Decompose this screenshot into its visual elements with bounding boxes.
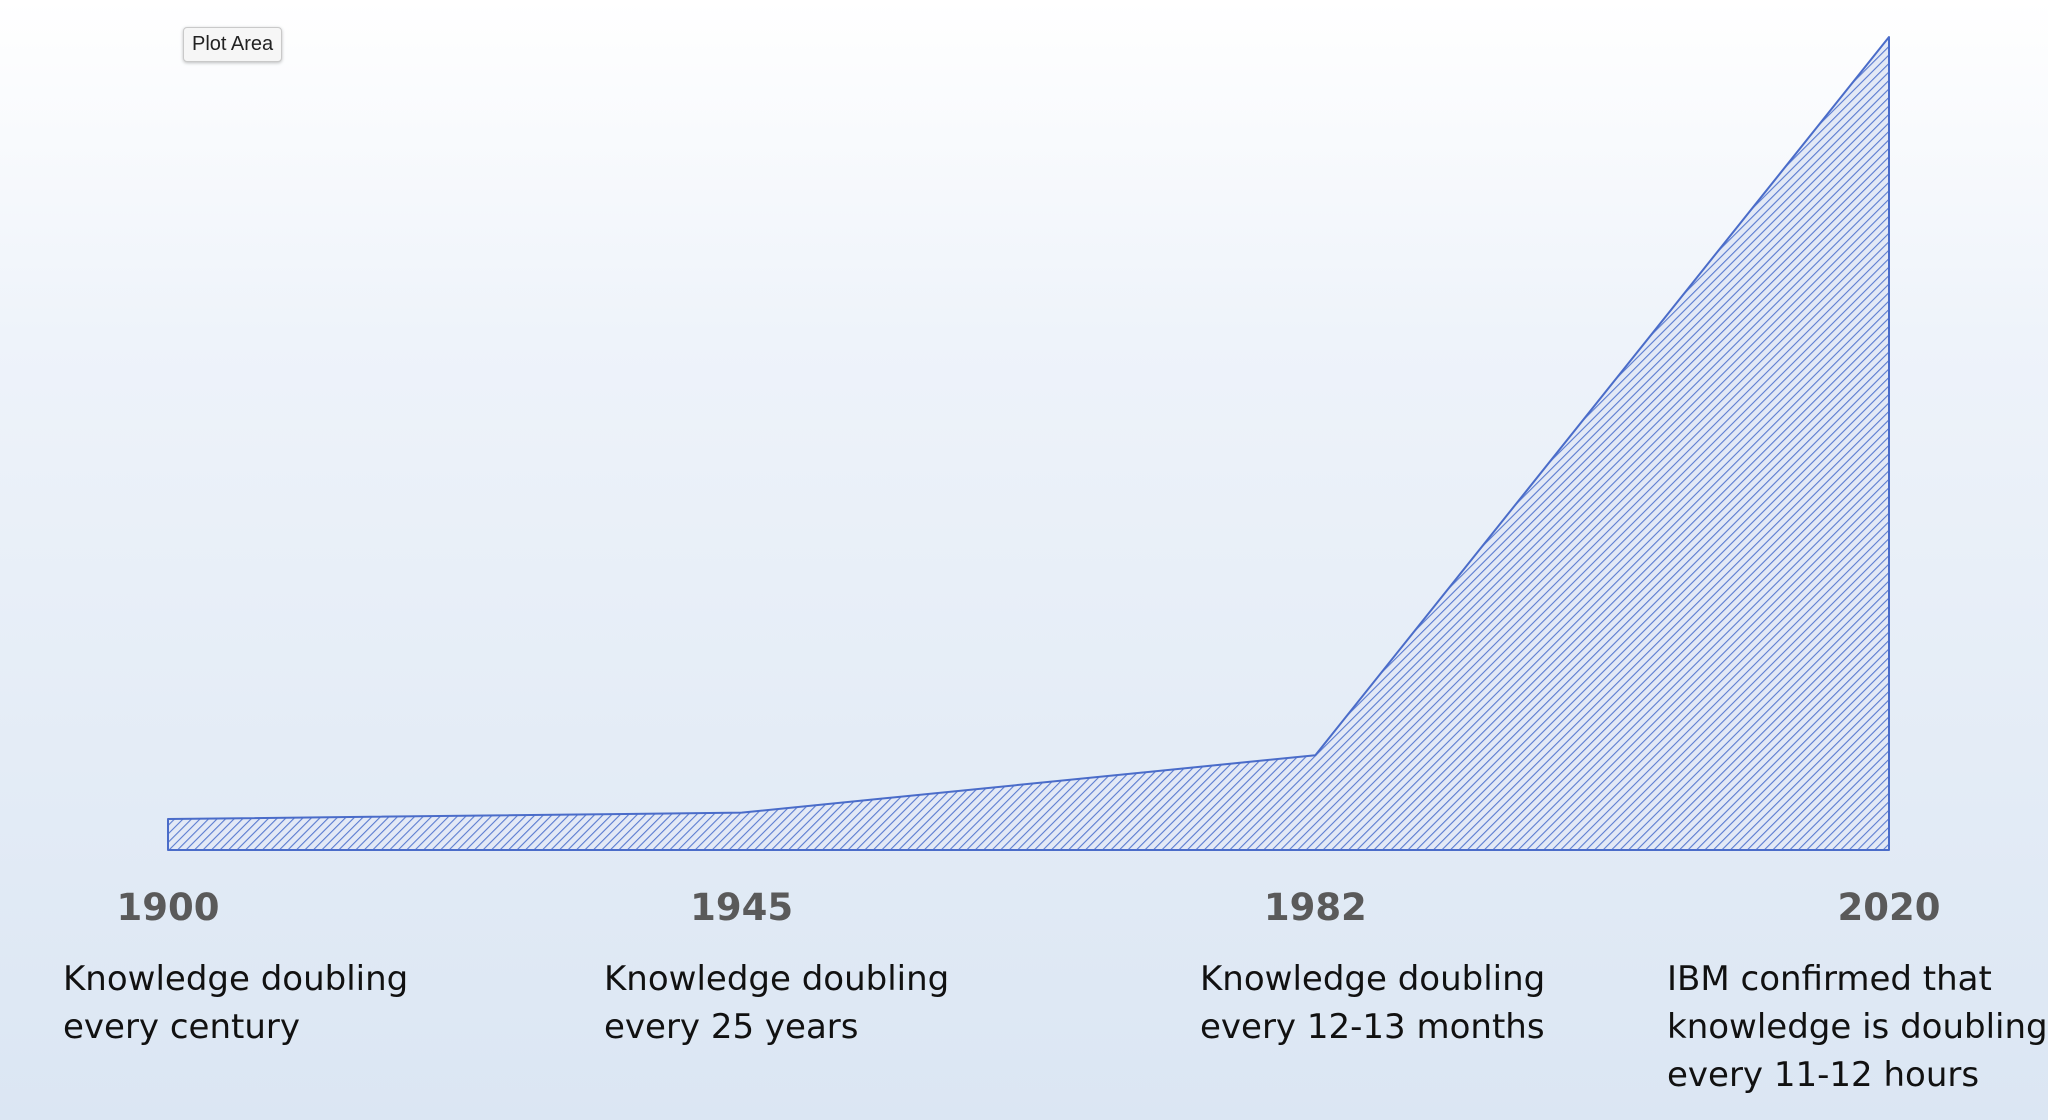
annotation-1982-line-2: every 12-13 months	[1200, 1007, 1545, 1047]
annotation-1900-line-2: every century	[63, 1007, 301, 1047]
annotation-1945-line-2: every 25 years	[604, 1007, 859, 1047]
annotation-1945: Knowledge doubling every 25 years	[604, 955, 949, 1051]
annotation-2020-line-1: IBM confirmed that	[1667, 959, 1992, 999]
annotation-2020-line-3: every 11-12 hours	[1667, 1055, 1980, 1095]
x-tick-label-1982: 1982	[1264, 886, 1367, 929]
area-series	[167, 36, 1890, 851]
annotation-1945-line-1: Knowledge doubling	[604, 959, 950, 999]
annotation-1900-line-1: Knowledge doubling	[63, 959, 409, 999]
annotation-1982: Knowledge doubling every 12-13 months	[1200, 955, 1545, 1051]
annotation-1982-line-1: Knowledge doubling	[1200, 959, 1546, 999]
annotation-1900: Knowledge doubling every century	[63, 955, 408, 1051]
x-tick-label-2020: 2020	[1838, 886, 1941, 929]
x-tick-label-1900: 1900	[117, 886, 220, 929]
annotation-2020-line-2: knowledge is doubling	[1667, 1007, 2048, 1047]
plot-area-tooltip: Plot Area	[183, 27, 283, 62]
x-tick-labels: 1900 1945 1982 2020	[117, 886, 1941, 929]
area-layer	[167, 36, 1890, 851]
annotation-2020: IBM confirmed that knowledge is doubling…	[1667, 955, 2048, 1099]
x-tick-label-1945: 1945	[690, 886, 793, 929]
